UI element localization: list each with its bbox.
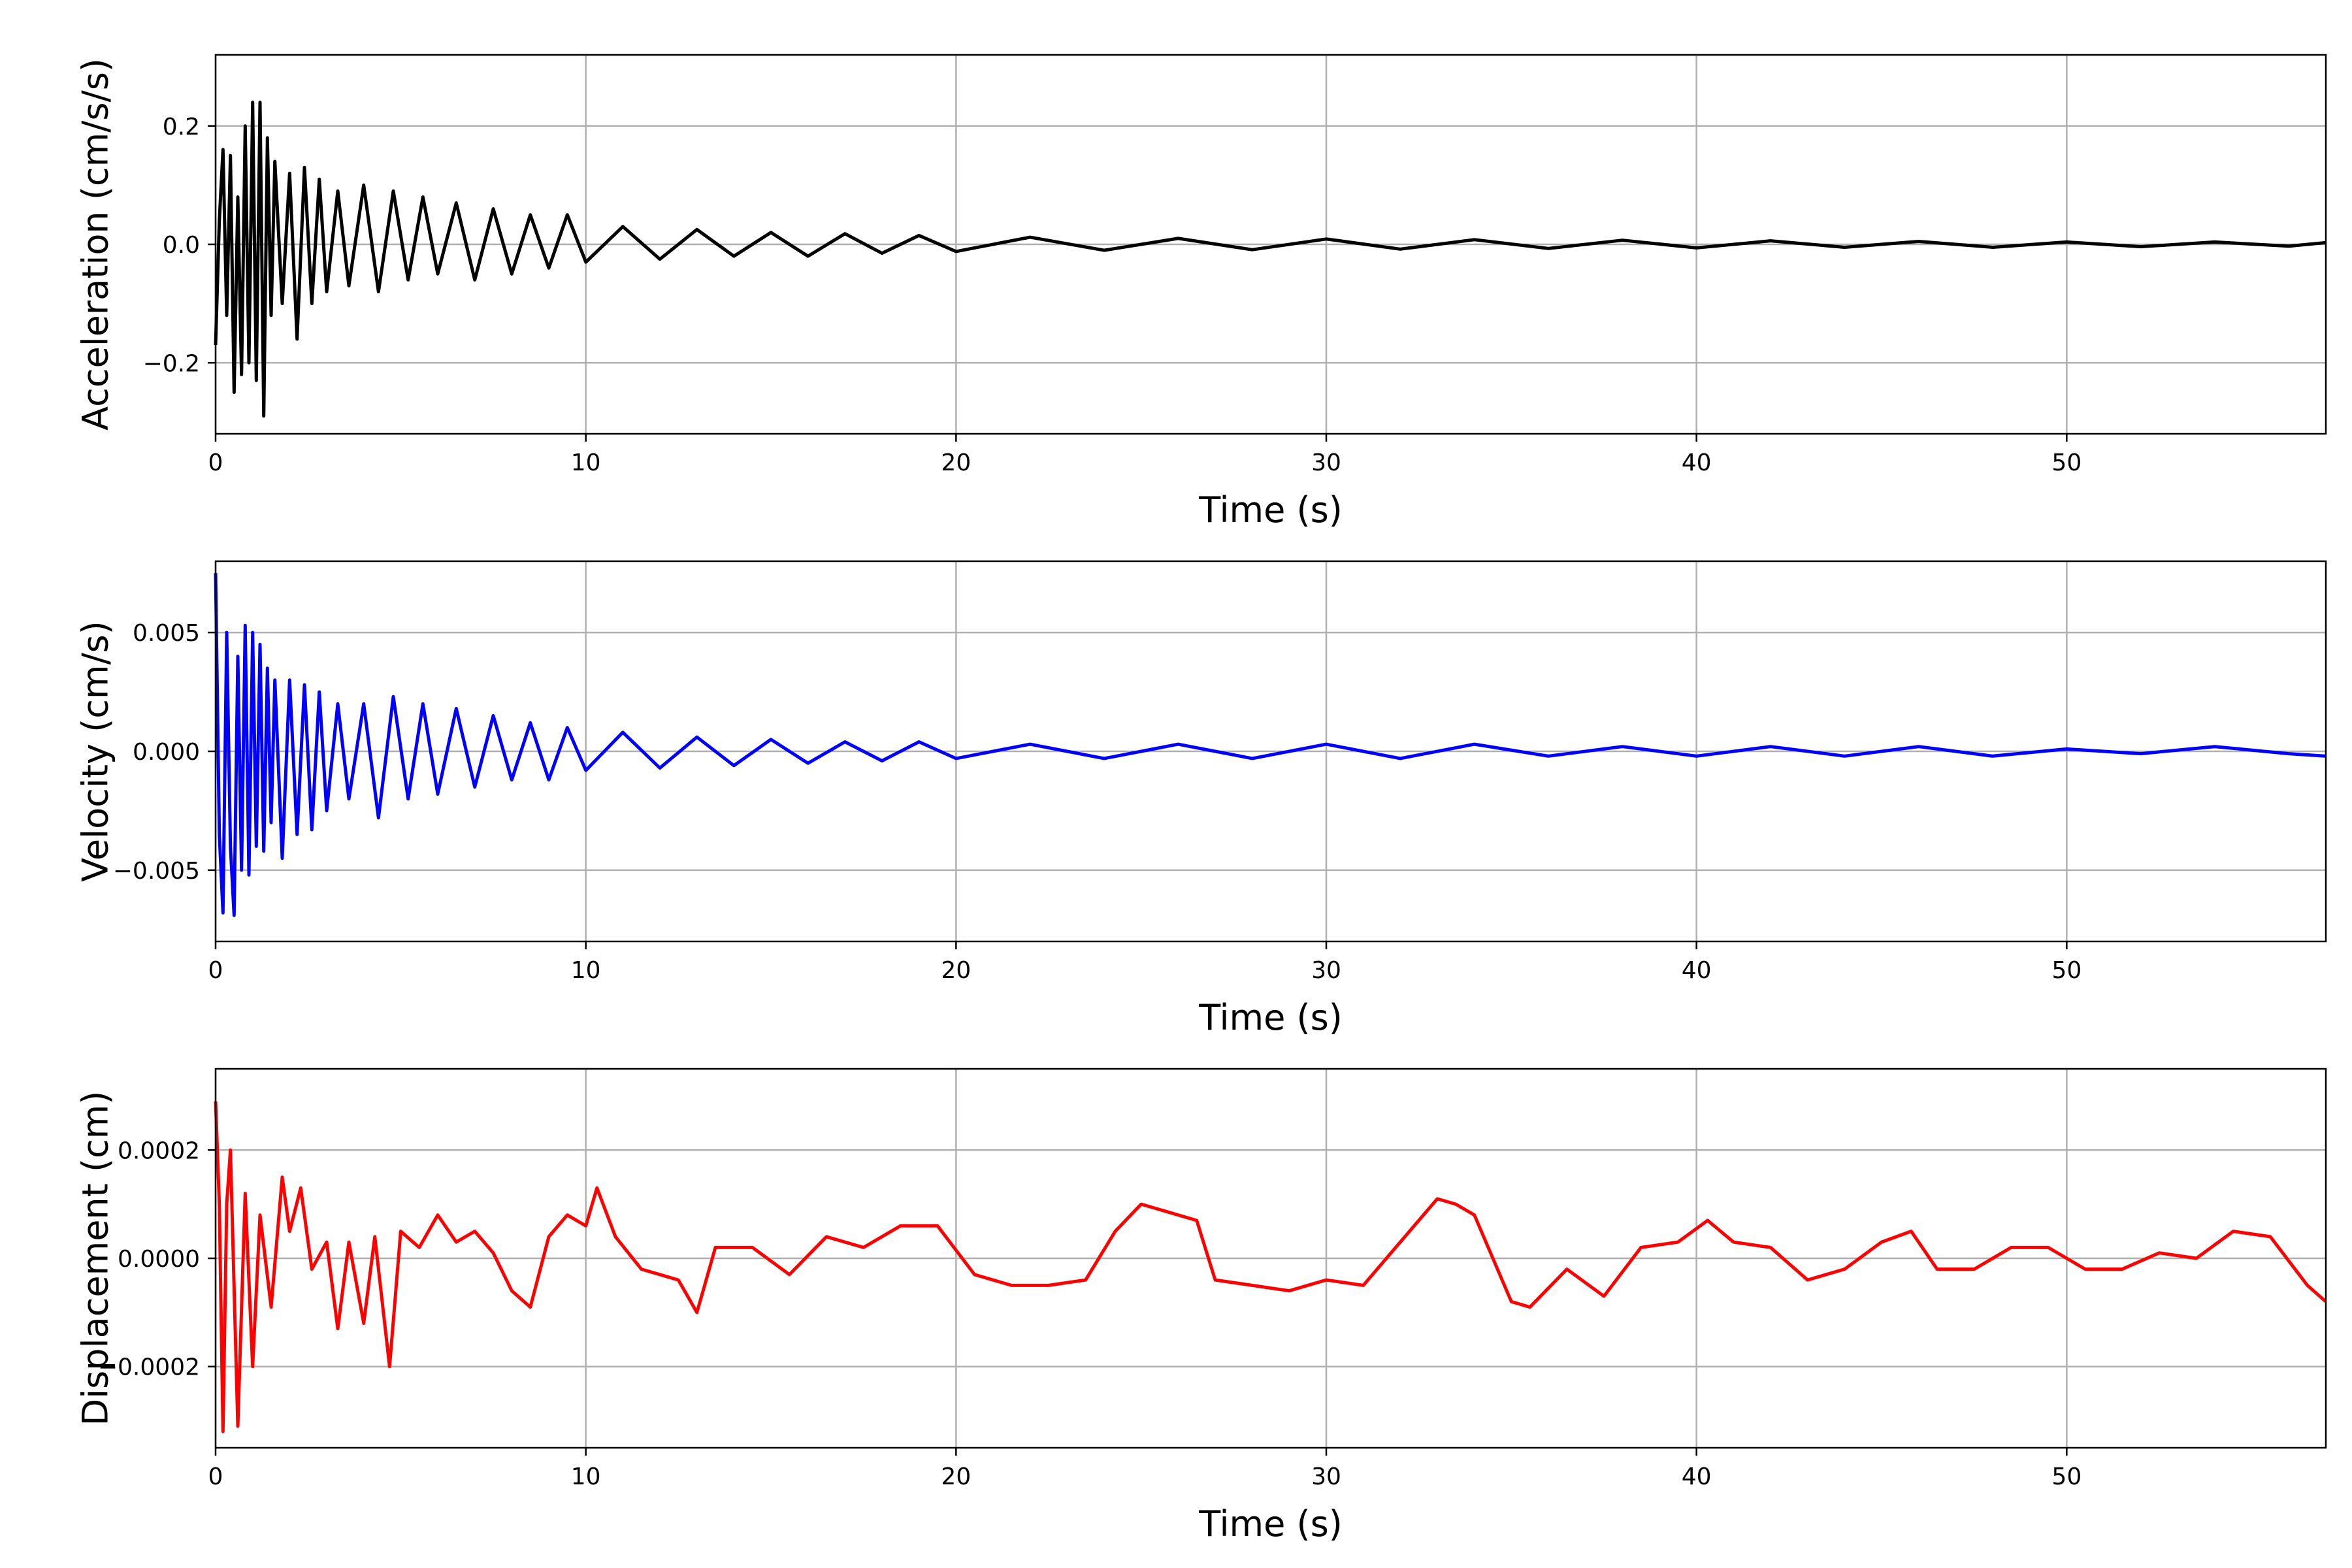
velocity-x-tick-label: 30 bbox=[1311, 957, 1341, 984]
displacement-y-tick-label: −0.0002 bbox=[98, 1354, 200, 1381]
acceleration-y-axis-label: Acceleration (cm/s/s) bbox=[75, 58, 116, 431]
displacement-x-tick-label: 10 bbox=[571, 1463, 601, 1490]
velocity-x-tick-label: 50 bbox=[2051, 957, 2082, 984]
displacement-x-tick-label: 30 bbox=[1311, 1463, 1341, 1490]
acceleration-x-tick-label: 20 bbox=[941, 449, 971, 476]
acceleration-x-tick-label: 50 bbox=[2051, 449, 2082, 476]
acceleration-x-tick-label: 30 bbox=[1311, 449, 1341, 476]
displacement-grid bbox=[214, 1069, 2326, 1448]
displacement-x-tick-label: 20 bbox=[941, 1463, 971, 1490]
velocity-series-line bbox=[214, 573, 2327, 917]
acceleration-x-tick-label: 10 bbox=[571, 449, 601, 476]
acceleration-y-tick-label: 0.0 bbox=[163, 232, 200, 259]
displacement-y-tick-label: 0.0000 bbox=[118, 1246, 200, 1273]
displacement-ticks: 0 10 20 30 40 50 −0.0002 0.0000 0.0002 bbox=[98, 1137, 2082, 1490]
velocity-x-axis-label: Time (s) bbox=[1198, 997, 1343, 1038]
displacement-x-axis-label: Time (s) bbox=[1198, 1503, 1343, 1544]
velocity-x-tick-label: 0 bbox=[208, 957, 223, 984]
acceleration-y-tick-label: −0.2 bbox=[143, 350, 200, 377]
acceleration-x-tick-label: 40 bbox=[1682, 449, 1712, 476]
velocity-x-tick-label: 40 bbox=[1682, 957, 1712, 984]
velocity-grid bbox=[214, 561, 2326, 941]
displacement-y-tick-label: 0.0002 bbox=[118, 1137, 200, 1164]
velocity-y-tick-label: 0.005 bbox=[133, 620, 200, 647]
velocity-y-axis-label: Velocity (cm/s) bbox=[75, 621, 116, 882]
acceleration-grid bbox=[214, 55, 2326, 434]
displacement-x-tick-label: 40 bbox=[1682, 1463, 1712, 1490]
velocity-y-tick-label: −0.005 bbox=[113, 858, 200, 885]
displacement-series-line bbox=[214, 1101, 2327, 1433]
acceleration-y-tick-label: 0.2 bbox=[163, 114, 200, 140]
velocity-y-tick-label: 0.000 bbox=[133, 739, 200, 766]
displacement-x-tick-label: 0 bbox=[208, 1463, 223, 1490]
velocity-chart: 0 10 20 30 40 50 −0.005 0.000 0.005 Time (s) Vel… bbox=[75, 560, 2327, 1038]
velocity-ticks: 0 10 20 30 40 50 −0.005 0.000 0.005 bbox=[113, 620, 2082, 984]
displacement-y-axis-label: Displacement (cm) bbox=[75, 1091, 116, 1426]
velocity-x-tick-label: 10 bbox=[571, 957, 601, 984]
acceleration-series-line bbox=[214, 101, 2327, 418]
acceleration-ticks: 0 10 20 30 40 50 −0.2 0.0 0.2 bbox=[143, 114, 2082, 476]
velocity-x-tick-label: 20 bbox=[941, 957, 971, 984]
acceleration-x-tick-label: 0 bbox=[208, 449, 223, 476]
acceleration-chart: 0 10 20 30 40 50 −0.2 0.0 0.2 Time (s) Accelerat… bbox=[75, 54, 2327, 531]
acceleration-x-axis-label: Time (s) bbox=[1198, 489, 1343, 531]
displacement-x-tick-label: 50 bbox=[2051, 1463, 2082, 1490]
